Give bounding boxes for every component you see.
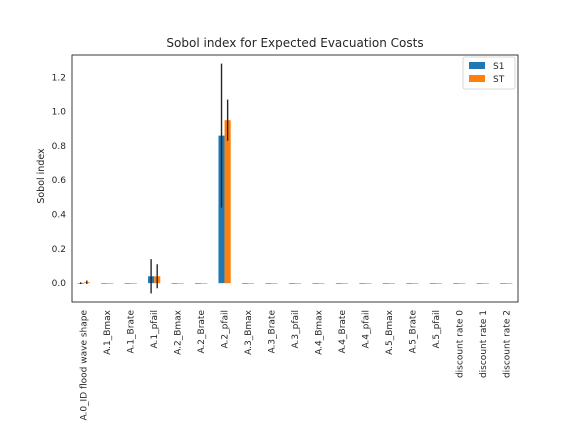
bar-st <box>365 283 372 284</box>
bar-s1 <box>171 283 178 284</box>
x-tick-label: discount rate 2 <box>502 310 512 378</box>
x-tick-label: A.4_Brate <box>338 310 348 354</box>
x-tick-label: A.5_pfail <box>432 310 442 348</box>
bar-st <box>130 283 137 284</box>
legend-box <box>462 56 516 90</box>
legend: S1 ST <box>462 56 516 90</box>
bar-st <box>177 283 184 284</box>
x-tick-label: A.3_Bmax <box>244 309 254 355</box>
bar-s1 <box>476 283 483 284</box>
x-tick-label: discount rate 1 <box>479 310 489 378</box>
bar-s1 <box>453 283 460 284</box>
bar-s1 <box>218 135 225 284</box>
bar-s1 <box>312 283 319 284</box>
bar-s1 <box>265 283 272 284</box>
x-tick-label: A.1_Brate <box>127 310 137 354</box>
bar-st <box>248 283 255 284</box>
legend-label-s1: S1 <box>493 62 504 72</box>
legend-swatch-st <box>469 75 485 82</box>
bar-st <box>107 283 114 284</box>
bar-s1 <box>195 283 202 284</box>
bar-s1 <box>429 283 436 284</box>
x-tick-label: A.5_Brate <box>408 310 418 354</box>
bar-st <box>435 283 442 284</box>
bar-st <box>201 283 208 284</box>
y-tick-label: 0.2 <box>52 245 66 255</box>
legend-label-st: ST <box>493 75 505 85</box>
plot-area: 0.0 0.2 0.4 0.6 0.8 1.0 1.2 A.0_ID flood wave s… <box>52 54 519 421</box>
bar-st <box>459 283 466 284</box>
bar-st <box>224 120 231 284</box>
x-tick-label: A.0_ID flood wave shape <box>80 310 90 421</box>
bar-s1 <box>500 283 507 284</box>
bar-st <box>412 283 419 284</box>
x-tick-label: discount rate 0 <box>455 310 465 378</box>
y-tick-label: 0.4 <box>52 211 67 221</box>
bar-s1 <box>406 283 413 284</box>
x-tick-label: A.5_Bmax <box>385 309 395 355</box>
bar-s1 <box>124 283 131 284</box>
x-tick-label: A.2_pfail <box>221 310 231 348</box>
y-axis-label: Sobol index <box>36 148 47 204</box>
bar-s1 <box>288 283 295 284</box>
y-tick-label: 0.6 <box>52 176 67 186</box>
bar-s1 <box>382 283 389 284</box>
bar-st <box>482 283 489 284</box>
bar-s1 <box>241 283 249 284</box>
bar-s1 <box>335 283 342 284</box>
bar-st <box>388 283 395 284</box>
x-tick-label: A.2_Brate <box>197 310 207 354</box>
bar-s1 <box>359 283 366 284</box>
x-tick-label: A.4_Bmax <box>314 309 324 355</box>
x-tick-label: A.1_Bmax <box>103 309 113 355</box>
bar-st <box>271 283 278 284</box>
x-tick-label: A.3_Brate <box>268 310 278 354</box>
bar-st <box>318 283 325 284</box>
bar-st <box>506 283 513 284</box>
y-tick-label: 1.0 <box>52 108 67 118</box>
y-tick-label: 0.8 <box>52 142 67 152</box>
x-tick-label: A.4_pfail <box>361 310 371 348</box>
plot-frame <box>71 54 519 303</box>
x-tick-label: A.2_Bmax <box>174 309 184 355</box>
x-tick-label: A.3_pfail <box>291 310 301 348</box>
bar-s1 <box>101 283 108 284</box>
y-tick-label: 0.0 <box>52 279 67 289</box>
bar-st <box>341 283 349 284</box>
chart-title: Sobol index for Expected Evacuation Cost… <box>166 36 423 50</box>
y-tick-label: 1.2 <box>52 73 66 83</box>
x-tick-label: A.1_pfail <box>150 310 160 348</box>
bar-st <box>295 283 302 284</box>
legend-swatch-s1 <box>469 62 485 69</box>
